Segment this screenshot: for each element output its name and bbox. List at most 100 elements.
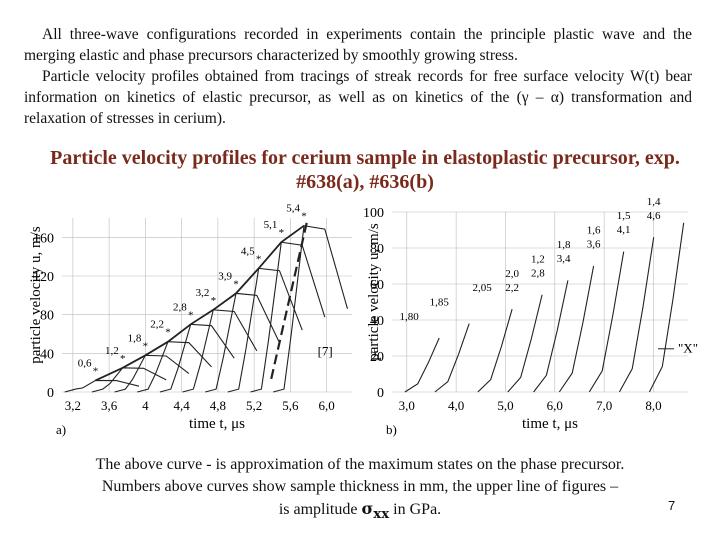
thickness-label-a-9: 5,4 [286, 203, 300, 215]
xlabel-b: time t, μs [522, 416, 578, 432]
curve-b-2 [477, 309, 513, 393]
peak-marker-a-7: * [256, 253, 262, 265]
thickness-label-b-1: 1,85 [430, 297, 450, 309]
peak-marker-a-2: * [143, 340, 149, 352]
thickness-label-b-7: 1,5 [617, 210, 631, 222]
curve-a-1 [91, 367, 167, 393]
thickness-label-a-7: 4,5 [241, 245, 255, 257]
page-number: 7 [668, 498, 676, 513]
ytick-a-3: 120 [33, 270, 54, 285]
intro-text: All three-wave configurations recorded i… [24, 24, 692, 129]
panel-label-a: a) [56, 422, 66, 437]
xtick-b-5: 8,0 [645, 398, 661, 413]
thickness-label-b-2: 2,05 [472, 282, 492, 294]
thickness-label-a-3: 2,2 [150, 319, 164, 331]
ytick-a-0: 0 [47, 386, 54, 401]
thickness-label-a-0: 0,6 [78, 357, 92, 369]
figure-caption: The above curve - is approximation of th… [40, 454, 680, 525]
ylabel-b: particle velocity u, m/s [366, 223, 382, 361]
xtick-a-2: 4 [142, 398, 149, 413]
caption-line-3-post: in GPa. [389, 501, 442, 518]
xtick-a-4: 4,8 [210, 398, 226, 413]
curve-b-4 [533, 280, 569, 393]
xlabel-a: time t, μs [189, 416, 245, 432]
xtick-b-1: 4,0 [448, 398, 464, 413]
amplitude-label-b-6: 3,6 [587, 239, 601, 251]
xtick-a-1: 3,6 [101, 398, 118, 413]
panel-label-b: b) [386, 422, 397, 437]
ytick-a-2: 80 [40, 309, 54, 324]
thickness-label-a-4: 2,8 [173, 301, 187, 313]
curve-a-3 [137, 341, 212, 393]
xtick-a-6: 5,6 [282, 398, 299, 413]
curve-b-3 [507, 294, 543, 393]
curve-a-7 [227, 267, 303, 393]
sigma-symbol: σ [361, 499, 374, 518]
curve-a-2 [114, 354, 190, 393]
curve-b-8 [648, 222, 685, 393]
peak-marker-a-3: * [165, 327, 171, 339]
thickness-label-b-3: 2,0 [505, 268, 519, 280]
ytick-a-4: 160 [33, 231, 54, 246]
amplitude-label-b-3: 2,2 [505, 282, 519, 294]
ytick-b-4: 80 [370, 242, 384, 257]
peak-marker-a-0: * [93, 365, 99, 377]
thickness-label-b-6: 1,6 [587, 225, 601, 237]
caption-line-3-pre: is amplitude [278, 501, 362, 518]
xtick-a-7: 6,0 [319, 398, 335, 413]
amplitude-label-b-5: 3,4 [557, 253, 571, 265]
reference-dashed-a [269, 222, 308, 383]
ytick-a-1: 40 [40, 347, 54, 362]
xtick-b-4: 7,0 [596, 398, 612, 413]
peak-marker-a-6: * [233, 278, 239, 290]
thickness-label-b-8: 1,4 [647, 196, 661, 208]
peak-marker-a-5: * [211, 295, 217, 307]
peak-marker-a-1: * [120, 353, 126, 365]
peak-marker-a-9: * [301, 211, 307, 223]
curve-b-0 [404, 337, 440, 393]
ytick-b-2: 40 [370, 314, 384, 329]
curve-a-4 [159, 323, 235, 393]
curve-a-0 [64, 379, 140, 393]
peak-marker-a-4: * [188, 309, 194, 321]
amplitude-label-b-8: 4,6 [647, 210, 661, 222]
thickness-label-a-2: 1,8 [128, 332, 142, 344]
annotation-a: [7] [318, 343, 333, 358]
curve-a-8 [250, 241, 326, 393]
thickness-label-a-5: 3,2 [196, 287, 210, 299]
caption-line-1: The above curve - is approximation of th… [95, 456, 625, 473]
xtick-b-0: 3,0 [399, 398, 415, 413]
thickness-label-b-0: 1,80 [400, 311, 420, 323]
xtick-b-3: 6,0 [547, 398, 563, 413]
thickness-label-a-1: 1,2 [105, 345, 119, 357]
ytick-b-1: 20 [370, 350, 384, 365]
peak-marker-a-8: * [279, 227, 285, 239]
thickness-label-a-6: 3,9 [218, 270, 232, 282]
xtick-a-5: 5,2 [246, 398, 262, 413]
curve-b-7 [618, 237, 655, 393]
caption-line-2: Numbers above curves show sample thickne… [101, 478, 619, 495]
curve-b-6 [588, 251, 625, 393]
thickness-label-b-4: 1,2 [531, 253, 545, 265]
ytick-b-0: 0 [377, 386, 384, 401]
xtick-a-3: 4,4 [174, 398, 191, 413]
amplitude-label-b-4: 2,8 [531, 267, 545, 279]
intro-paragraph-1: All three-wave configurations recorded i… [24, 26, 692, 64]
ytick-b-5: 100 [363, 206, 384, 221]
curve-a-5 [182, 309, 258, 393]
ylabel-a: particle velocity u, m/s [28, 226, 44, 364]
sigma-subscript: xx [373, 506, 390, 523]
thickness-label-a-8: 5,1 [264, 219, 278, 231]
curve-a-9 [273, 225, 349, 393]
intro-paragraph-2: Particle velocity profiles obtained from… [24, 68, 692, 127]
envelope-curve-a [95, 224, 305, 382]
ytick-b-3: 60 [370, 278, 384, 293]
xtick-b-2: 5,0 [497, 398, 513, 413]
caption-line-3: is amplitude σxx in GPa. [40, 498, 680, 525]
curve-a-6 [205, 292, 280, 393]
xtick-a-0: 3,2 [65, 398, 81, 413]
thickness-label-b-5: 1,8 [557, 239, 571, 251]
curve-b-1 [434, 323, 470, 393]
annotation-b: "X" [678, 340, 698, 355]
